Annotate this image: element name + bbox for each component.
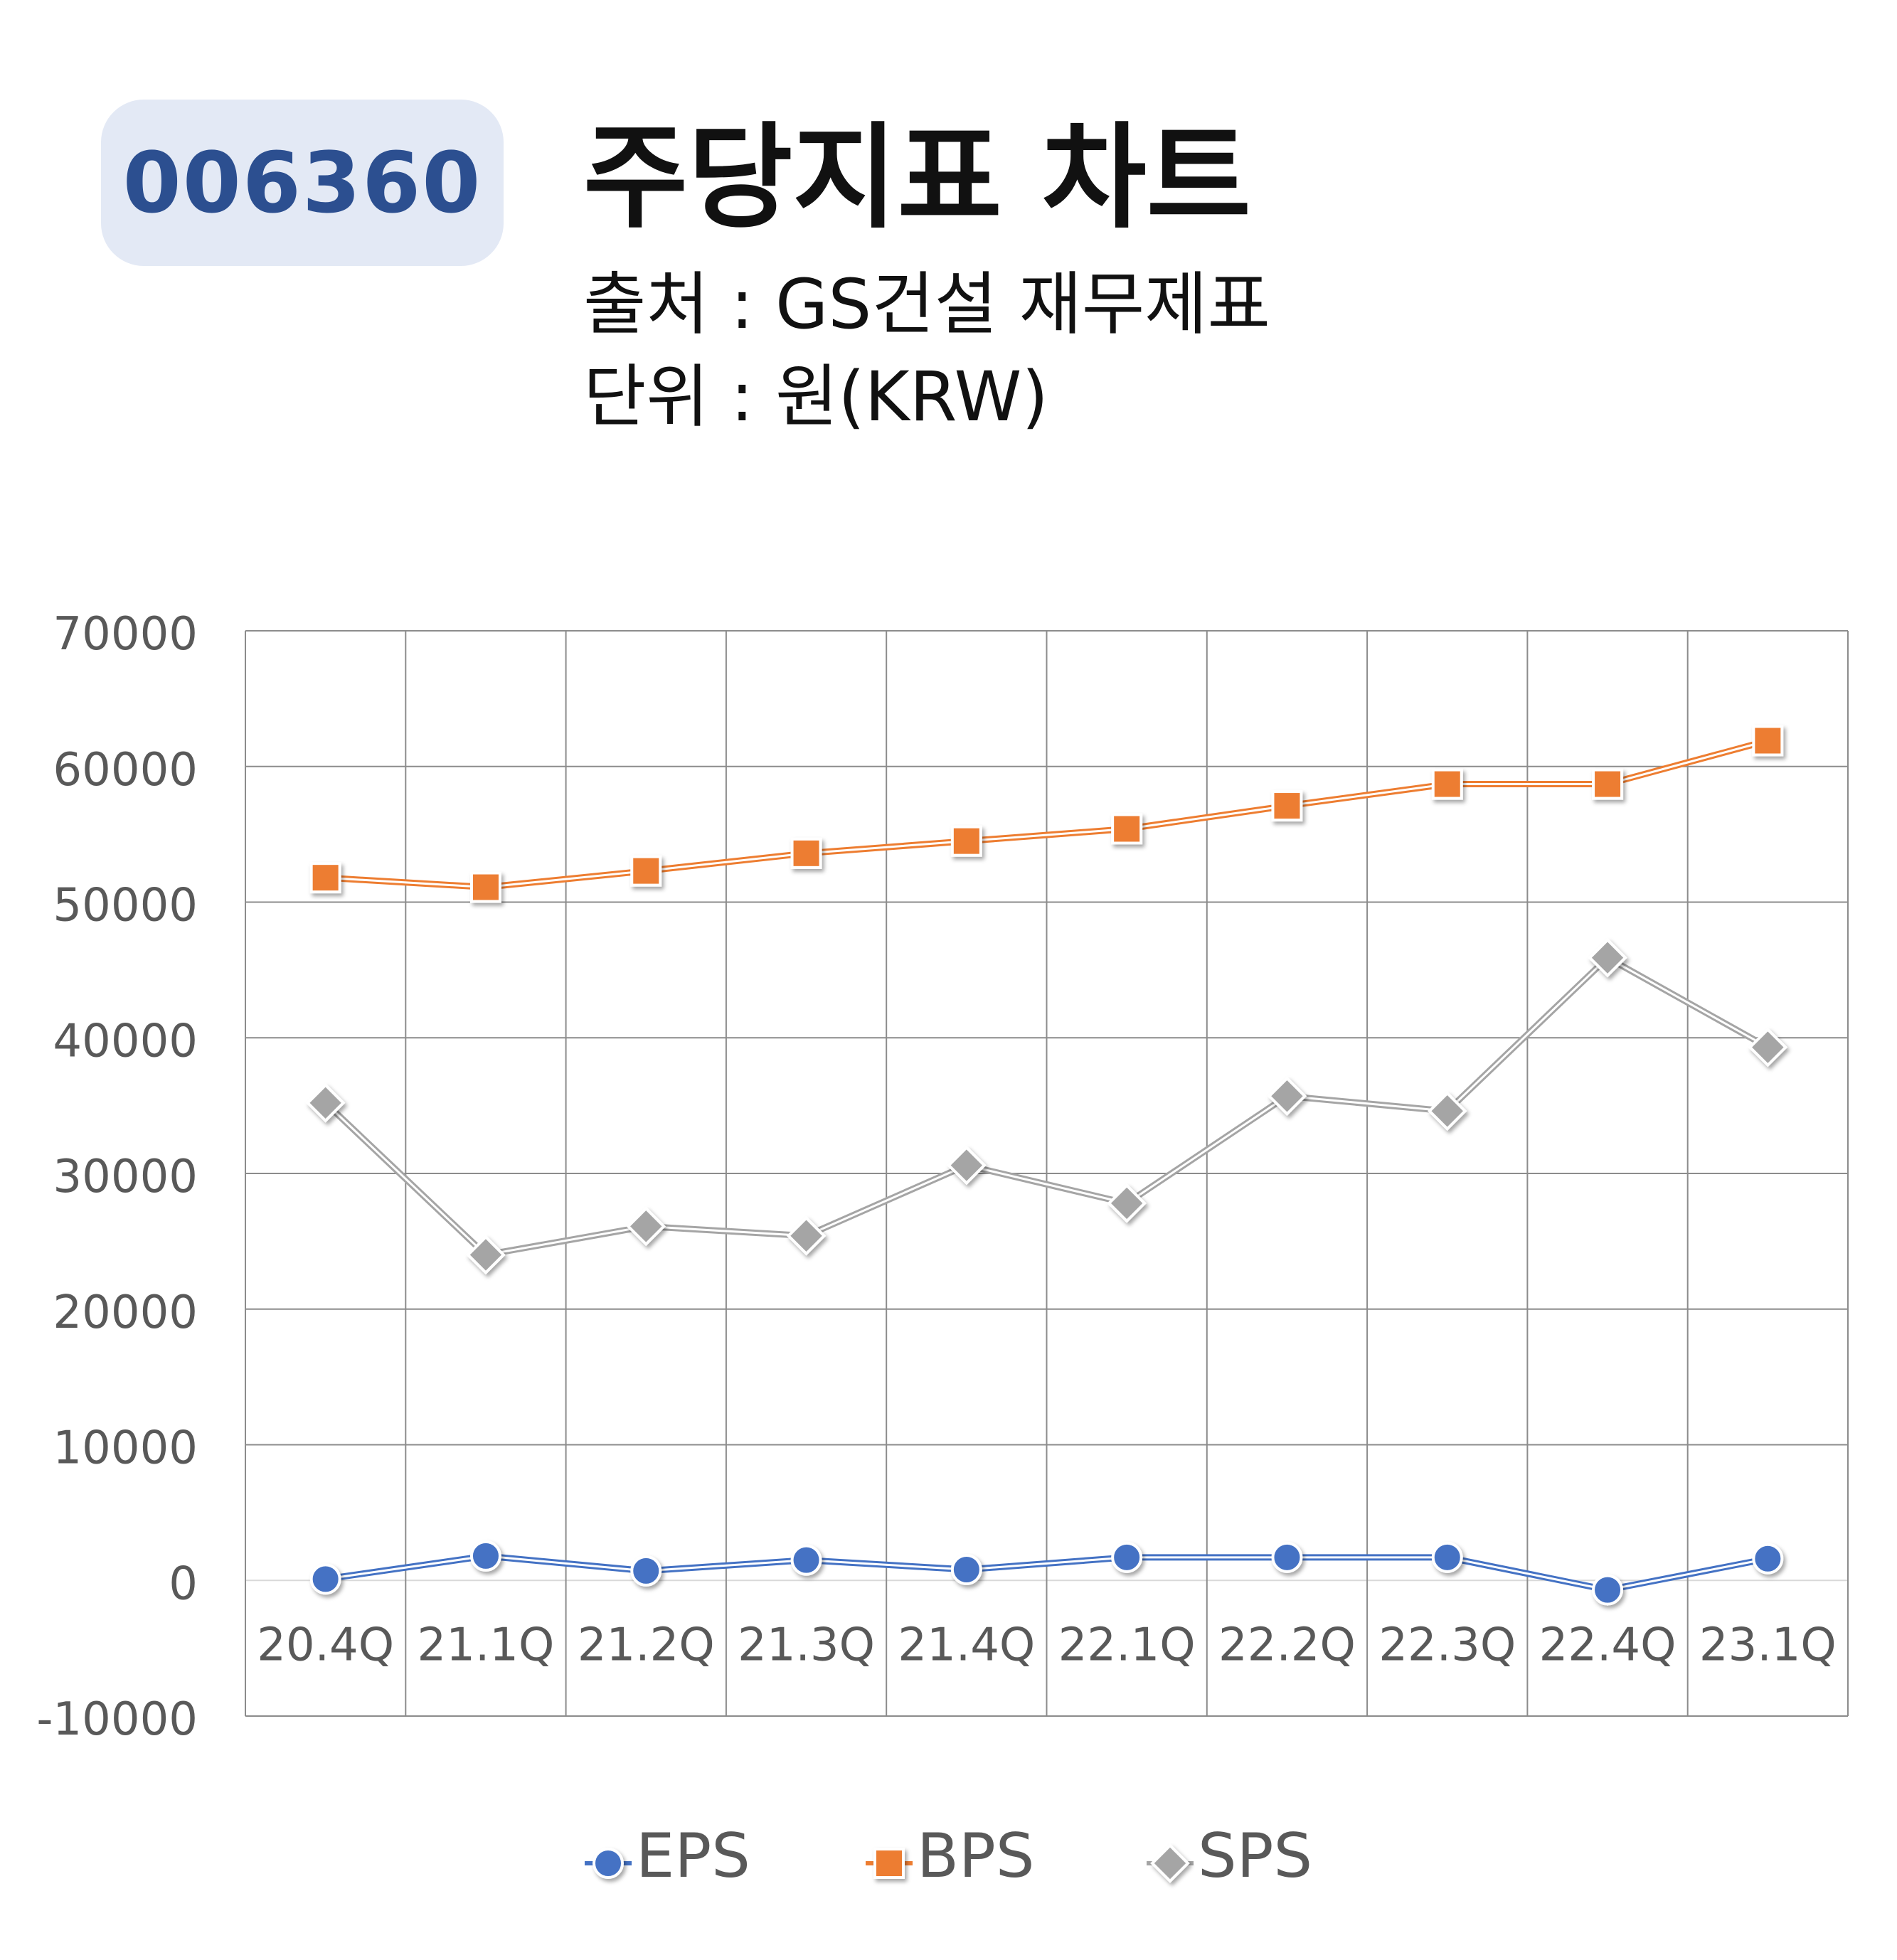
- data-point-sps: [947, 1145, 987, 1186]
- stock-code-badge: 006360: [101, 100, 504, 266]
- x-tick-label: 21.2Q: [578, 1619, 715, 1671]
- x-tick-label: 21.1Q: [418, 1619, 555, 1671]
- chart-title: 주당지표 차트: [583, 111, 1251, 244]
- legend-label: SPS: [1198, 1821, 1313, 1892]
- data-point-sps: [1427, 1091, 1467, 1131]
- data-point-bps: [469, 871, 501, 903]
- y-tick-label: 70000: [53, 608, 198, 661]
- legend-label: EPS: [636, 1821, 750, 1892]
- data-point-bps: [1111, 813, 1143, 845]
- x-tick-label: 22.2Q: [1218, 1619, 1356, 1671]
- x-axis-ticks: 20.4Q 21.1Q 21.2Q 21.3Q 21.4Q 22.1Q 22.2Q 22.3Q…: [257, 1619, 1837, 1671]
- x-tick-label: 20.4Q: [257, 1619, 394, 1671]
- legend-marker-eps: [585, 1848, 632, 1879]
- data-point-eps: [1752, 1543, 1784, 1575]
- y-tick-label: 30000: [53, 1151, 198, 1203]
- data-point-bps: [1431, 768, 1463, 800]
- x-tick-label: 22.1Q: [1058, 1619, 1196, 1671]
- y-tick-label: -10000: [36, 1693, 198, 1746]
- data-point-sps: [626, 1206, 666, 1247]
- stock-code: 006360: [122, 134, 482, 232]
- legend-symbol: [593, 1848, 624, 1879]
- legend-symbol: [1150, 1843, 1190, 1883]
- legend-symbol: [873, 1848, 905, 1879]
- chart-grid: [245, 630, 1849, 1717]
- data-point-sps: [466, 1235, 506, 1275]
- source-text: 출처 : GS건설 재무제표: [583, 265, 1270, 344]
- y-tick-label: 10000: [53, 1422, 198, 1475]
- series-eps: [309, 1540, 1784, 1606]
- data-point-bps: [1271, 790, 1303, 822]
- x-tick-label: 22.4Q: [1539, 1619, 1677, 1671]
- data-point-bps: [1752, 725, 1784, 757]
- data-point-sps: [1267, 1076, 1307, 1117]
- y-tick-label: 40000: [53, 1015, 198, 1067]
- x-tick-label: 22.3Q: [1378, 1619, 1516, 1671]
- data-point-eps: [469, 1540, 501, 1572]
- x-tick-label: 21.4Q: [898, 1619, 1035, 1671]
- data-point-eps: [1111, 1541, 1143, 1573]
- y-tick-label: 60000: [53, 744, 198, 797]
- y-tick-label: 20000: [53, 1287, 198, 1339]
- series-line-inner: [325, 1555, 1768, 1592]
- y-tick-label: 50000: [53, 880, 198, 932]
- legend-item-bps: BPS: [864, 1821, 1034, 1892]
- data-point-eps: [630, 1555, 662, 1587]
- data-point-eps: [790, 1544, 822, 1576]
- data-point-eps: [309, 1563, 341, 1595]
- unit-text: 단위 : 원(KRW): [583, 357, 1048, 437]
- data-point-bps: [790, 837, 822, 869]
- legend-label: BPS: [917, 1821, 1035, 1892]
- data-point-sps: [1107, 1183, 1147, 1223]
- y-axis-ticks: 70000 60000 50000 40000 30000 20000 10000 0 -100…: [36, 608, 198, 1746]
- x-tick-label: 21.3Q: [738, 1619, 875, 1671]
- data-point-eps: [1592, 1574, 1624, 1606]
- series-sps: [305, 937, 1788, 1275]
- series-bps: [309, 725, 1784, 903]
- y-tick-label: 0: [169, 1557, 198, 1610]
- data-point-sps: [305, 1082, 346, 1123]
- series-line-inner: [324, 956, 1769, 1257]
- data-point-bps: [950, 825, 982, 857]
- data-point-bps: [1592, 768, 1624, 800]
- data-point-sps: [1588, 937, 1627, 978]
- chart-legend: EPS BPS SPS: [0, 1821, 1897, 1906]
- legend-item-sps: SPS: [1145, 1821, 1312, 1892]
- x-tick-label: 23.1Q: [1699, 1619, 1837, 1671]
- legend-item-eps: EPS: [583, 1821, 750, 1892]
- data-point-sps: [1748, 1027, 1788, 1067]
- legend-marker-sps: [1147, 1843, 1194, 1883]
- data-point-eps: [1431, 1541, 1463, 1573]
- legend-marker-bps: [866, 1848, 913, 1879]
- data-point-bps: [309, 862, 341, 894]
- data-point-sps: [786, 1215, 827, 1256]
- data-point-eps: [1271, 1541, 1303, 1573]
- data-point-eps: [950, 1553, 982, 1585]
- chart-series: [305, 725, 1788, 1606]
- data-point-bps: [630, 855, 662, 887]
- series-line-inner: [325, 740, 1768, 889]
